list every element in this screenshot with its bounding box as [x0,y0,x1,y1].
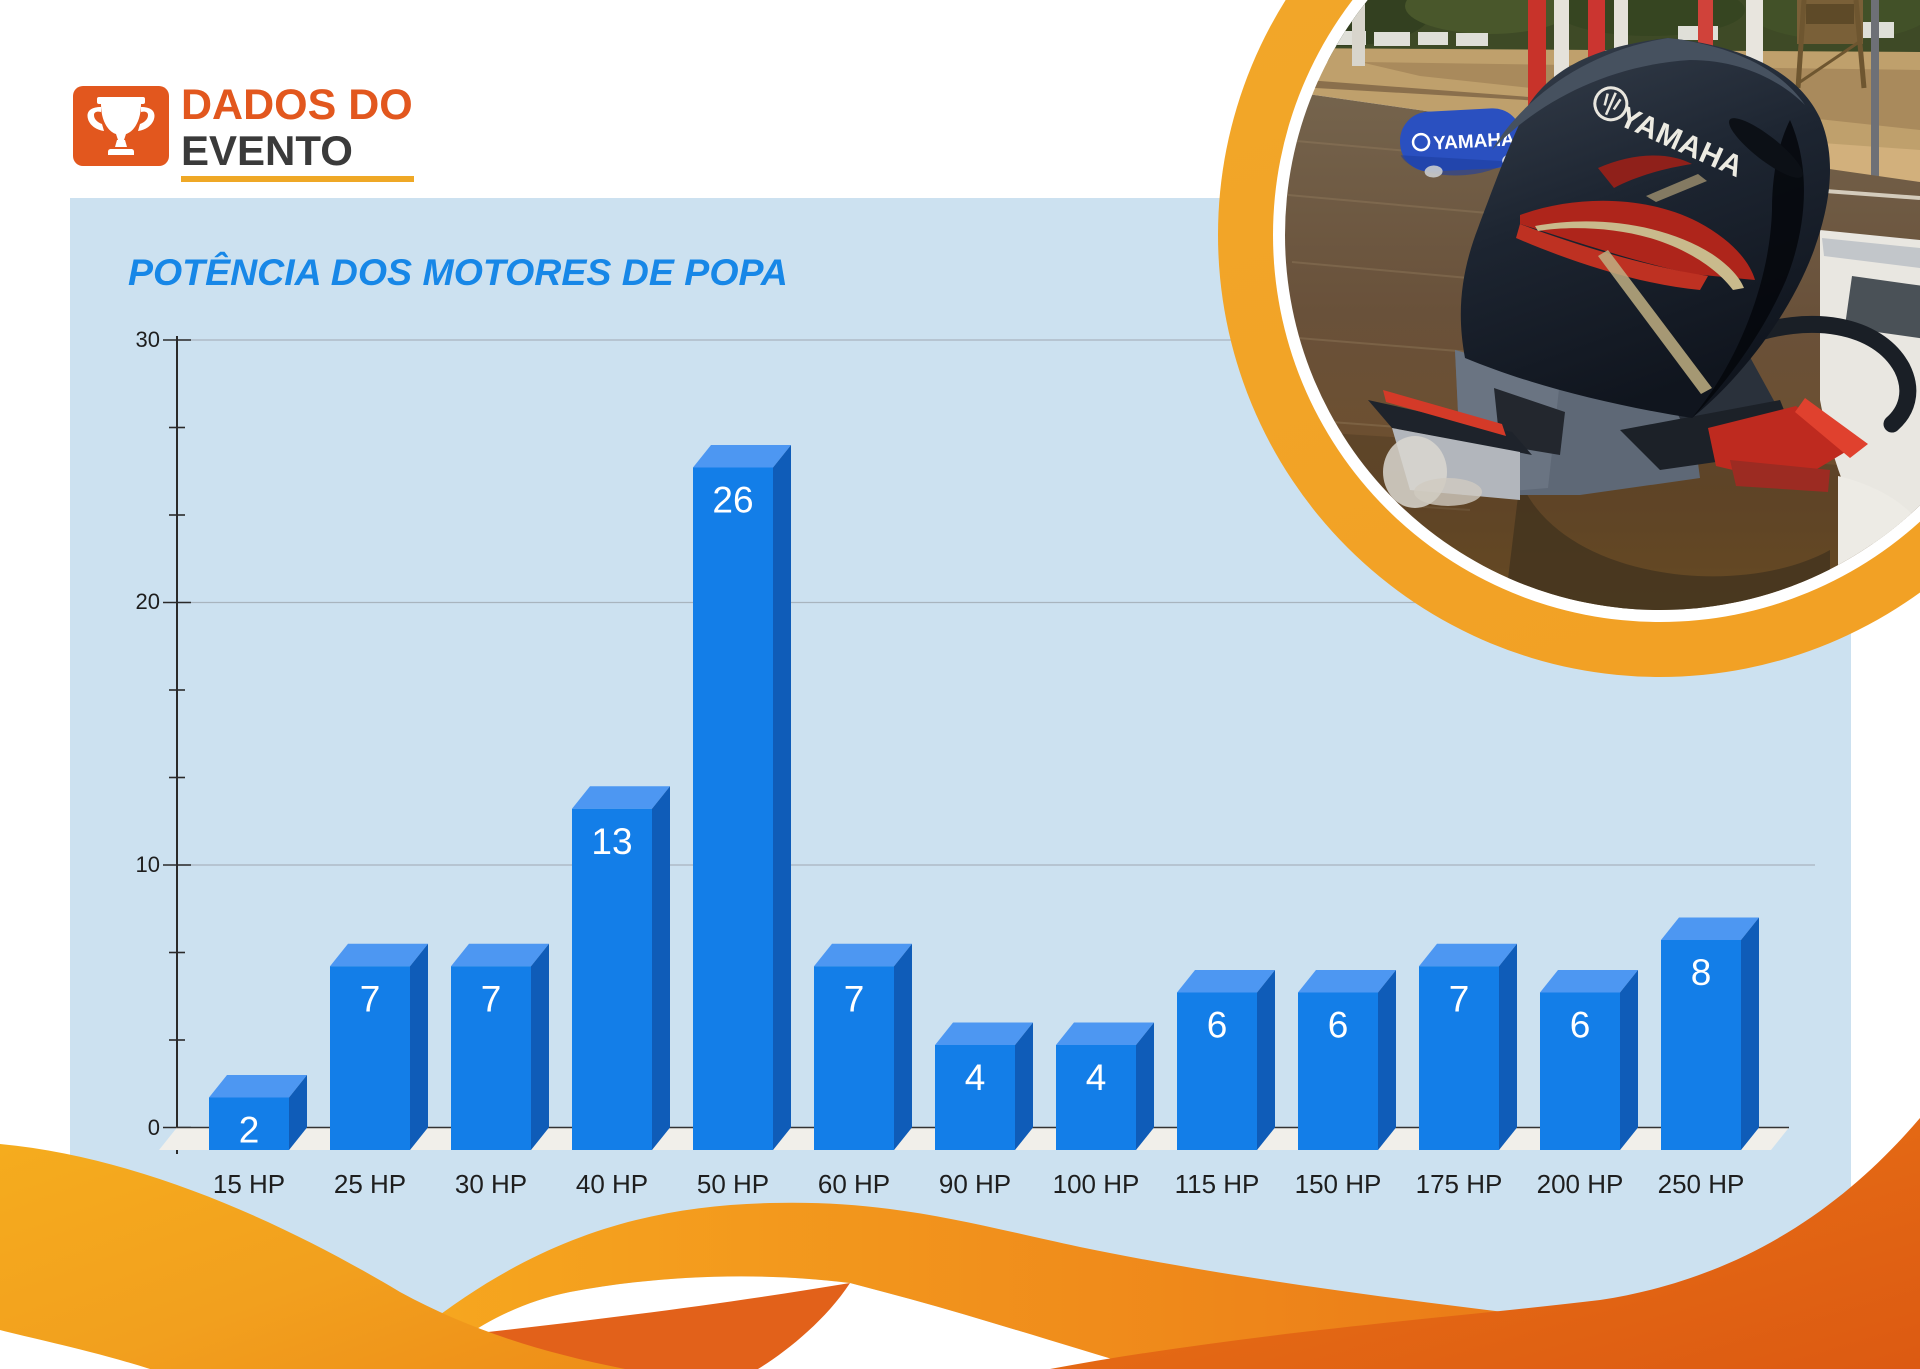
svg-text:20: 20 [136,589,160,614]
svg-text:40 HP: 40 HP [576,1169,648,1199]
svg-text:250 HP: 250 HP [1658,1169,1745,1199]
svg-text:25 HP: 25 HP [334,1169,406,1199]
svg-text:6: 6 [1328,1005,1349,1046]
svg-text:7: 7 [481,978,502,1019]
svg-text:200 HP: 200 HP [1537,1169,1624,1199]
svg-text:26: 26 [712,480,753,521]
svg-text:30 HP: 30 HP [455,1169,527,1199]
svg-text:15 HP: 15 HP [213,1169,285,1199]
svg-text:0: 0 [148,1115,160,1140]
svg-text:4: 4 [1086,1057,1107,1098]
svg-text:4: 4 [965,1057,986,1098]
svg-text:YAMAHA: YAMAHA [1433,129,1516,154]
svg-text:7: 7 [1449,978,1470,1019]
svg-text:10: 10 [136,852,160,877]
svg-text:7: 7 [844,978,865,1019]
svg-text:50 HP: 50 HP [697,1169,769,1199]
svg-text:6: 6 [1570,1005,1591,1046]
svg-text:7: 7 [360,978,381,1019]
svg-text:POTÊNCIA DOS MOTORES DE POPA: POTÊNCIA DOS MOTORES DE POPA [128,251,788,293]
svg-text:60 HP: 60 HP [818,1169,890,1199]
svg-text:90 HP: 90 HP [939,1169,1011,1199]
svg-text:30: 30 [136,327,160,352]
svg-text:115 HP: 115 HP [1175,1169,1260,1199]
svg-text:6: 6 [1207,1005,1228,1046]
svg-text:175 HP: 175 HP [1416,1169,1503,1199]
svg-text:2: 2 [239,1110,260,1151]
svg-text:DADOS DO: DADOS DO [181,81,413,129]
svg-text:EVENTO: EVENTO [181,127,353,174]
svg-text:100 HP: 100 HP [1053,1169,1140,1199]
svg-text:150 HP: 150 HP [1295,1169,1382,1199]
svg-text:8: 8 [1691,952,1712,993]
svg-text:13: 13 [591,821,632,862]
